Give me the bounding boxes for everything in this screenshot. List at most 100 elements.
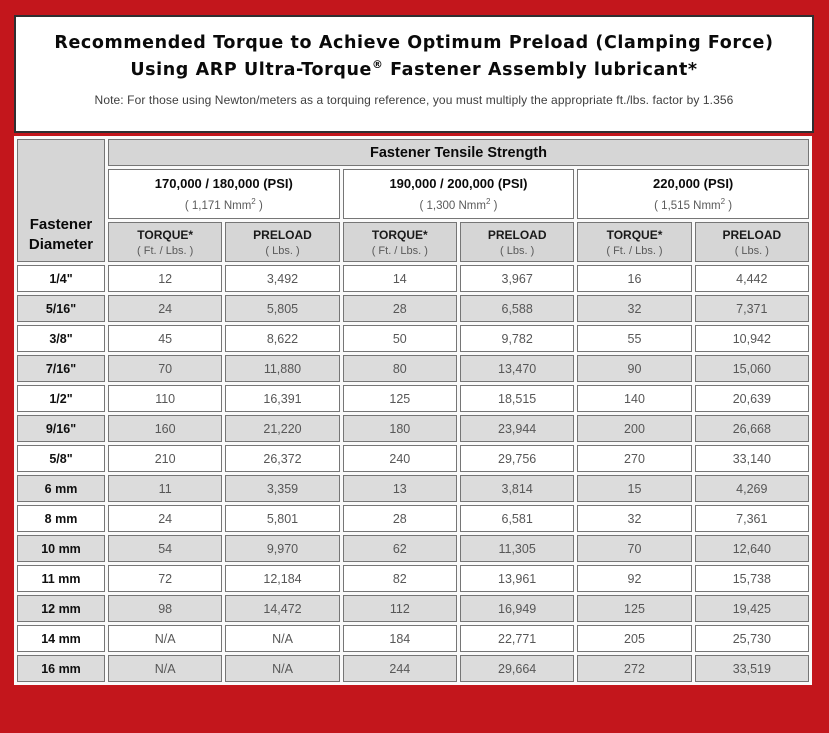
fastener-diameter-cell: 14 mm (17, 625, 105, 652)
value-cell: 29,756 (459, 445, 575, 472)
torque-header-3: TORQUE* ( Ft. / Lbs. ) (577, 222, 692, 262)
value-cell: 112 (342, 595, 457, 622)
value-cell: 270 (577, 445, 692, 472)
value-cell: 272 (577, 655, 692, 682)
value-cell: 140 (577, 385, 692, 412)
value-cell: 20,639 (694, 385, 809, 412)
value-cell: 16,949 (459, 595, 575, 622)
value-cell: 15,060 (694, 355, 809, 382)
value-cell: 6,588 (459, 295, 575, 322)
value-cell: 11 (108, 475, 223, 502)
value-cell: 10,942 (694, 325, 809, 352)
fastener-diameter-cell: 8 mm (17, 505, 105, 532)
value-cell: 13,470 (459, 355, 575, 382)
value-cell: 180 (342, 415, 457, 442)
value-cell: 24 (108, 505, 223, 532)
table-row: 5/16" 24 5,805 28 6,588 32 7,371 (17, 295, 809, 322)
value-cell: 15,738 (694, 565, 809, 592)
table-body: 1/4" 12 3,492 14 3,967 16 4,442 5/16" 24 5,805 28 6… (17, 265, 809, 682)
value-cell: 240 (342, 445, 457, 472)
table-row: 16 mm N/A N/A 244 29,664 272 33,519 (17, 655, 809, 682)
value-cell: 98 (108, 595, 223, 622)
value-cell: 62 (342, 535, 457, 562)
torque-header-1: TORQUE* ( Ft. / Lbs. ) (108, 222, 223, 262)
value-cell: 33,519 (694, 655, 809, 682)
value-cell: 70 (577, 535, 692, 562)
value-cell: 21,220 (225, 415, 340, 442)
fastener-diameter-cell: 5/8" (17, 445, 105, 472)
value-cell: N/A (108, 655, 223, 682)
table-header: Fastener Diameter Fastener Tensile Stren… (17, 139, 809, 262)
value-cell: 205 (577, 625, 692, 652)
value-cell: 28 (342, 505, 457, 532)
value-cell: N/A (225, 655, 340, 682)
value-cell: 25,730 (694, 625, 809, 652)
value-cell: 50 (342, 325, 457, 352)
value-cell: 22,771 (459, 625, 575, 652)
value-cell: 244 (342, 655, 457, 682)
value-cell: 160 (108, 415, 223, 442)
value-cell: 70 (108, 355, 223, 382)
value-cell: 72 (108, 565, 223, 592)
registered-trademark-symbol: ® (372, 58, 384, 72)
fastener-diameter-cell: 16 mm (17, 655, 105, 682)
value-cell: 26,372 (225, 445, 340, 472)
psi-group-row: 170,000 / 180,000 (PSI) ( 1,171 Nmm2 ) 1… (17, 169, 809, 219)
torque-preload-row: TORQUE* ( Ft. / Lbs. ) PRELOAD ( Lbs. ) … (17, 222, 809, 262)
fastener-diameter-cell: 6 mm (17, 475, 105, 502)
value-cell: 24 (108, 295, 223, 322)
value-cell: 23,944 (459, 415, 575, 442)
value-cell: 45 (108, 325, 223, 352)
value-cell: 33,140 (694, 445, 809, 472)
value-cell: 18,515 (459, 385, 575, 412)
value-cell: 92 (577, 565, 692, 592)
table-row: 8 mm 24 5,801 28 6,581 32 7,361 (17, 505, 809, 532)
table-row: 1/2" 110 16,391 125 18,515 140 20,639 (17, 385, 809, 412)
value-cell: 26,668 (694, 415, 809, 442)
title-line1: Recommended Torque to Achieve Optimum Pr… (54, 33, 774, 53)
value-cell: 19,425 (694, 595, 809, 622)
value-cell: 5,805 (225, 295, 340, 322)
value-cell: 6,581 (459, 505, 575, 532)
fastener-diameter-cell: 12 mm (17, 595, 105, 622)
table-row: 7/16" 70 11,880 80 13,470 90 15,060 (17, 355, 809, 382)
page-title: Recommended Torque to Achieve Optimum Pr… (16, 30, 812, 84)
value-cell: 3,359 (225, 475, 340, 502)
conversion-note: Note: For those using Newton/meters as a… (94, 93, 734, 108)
value-cell: 3,814 (459, 475, 575, 502)
value-cell: 210 (108, 445, 223, 472)
value-cell: 3,967 (459, 265, 575, 292)
torque-table: Fastener Diameter Fastener Tensile Stren… (14, 136, 812, 685)
preload-header-2: PRELOAD ( Lbs. ) (459, 222, 575, 262)
value-cell: 7,371 (694, 295, 809, 322)
value-cell: 9,970 (225, 535, 340, 562)
value-cell: N/A (225, 625, 340, 652)
value-cell: 28 (342, 295, 457, 322)
fastener-diameter-cell: 1/2" (17, 385, 105, 412)
value-cell: 55 (577, 325, 692, 352)
fastener-diameter-header: Fastener Diameter (17, 139, 105, 262)
value-cell: 14 (342, 265, 457, 292)
value-cell: 32 (577, 295, 692, 322)
fastener-diameter-cell: 10 mm (17, 535, 105, 562)
preload-header-1: PRELOAD ( Lbs. ) (225, 222, 340, 262)
value-cell: 14,472 (225, 595, 340, 622)
value-cell: 13,961 (459, 565, 575, 592)
table-row: 1/4" 12 3,492 14 3,967 16 4,442 (17, 265, 809, 292)
value-cell: 7,361 (694, 505, 809, 532)
value-cell: 4,442 (694, 265, 809, 292)
fastener-diameter-cell: 9/16" (17, 415, 105, 442)
tensile-strength-row: Fastener Diameter Fastener Tensile Stren… (17, 139, 809, 262)
psi-group-220: 220,000 (PSI) ( 1,515 Nmm2 ) (577, 169, 809, 219)
fastener-diameter-cell: 3/8" (17, 325, 105, 352)
value-cell: 54 (108, 535, 223, 562)
value-cell: 15 (577, 475, 692, 502)
table-row: 9/16" 160 21,220 180 23,944 200 26,668 (17, 415, 809, 442)
value-cell: 9,782 (459, 325, 575, 352)
table-row: 12 mm 98 14,472 112 16,949 125 19,425 (17, 595, 809, 622)
psi-group-170-180: 170,000 / 180,000 (PSI) ( 1,171 Nmm2 ) (108, 169, 340, 219)
value-cell: 32 (577, 505, 692, 532)
title-panel: Recommended Torque to Achieve Optimum Pr… (14, 15, 814, 133)
table-row: 5/8" 210 26,372 240 29,756 270 33,140 (17, 445, 809, 472)
